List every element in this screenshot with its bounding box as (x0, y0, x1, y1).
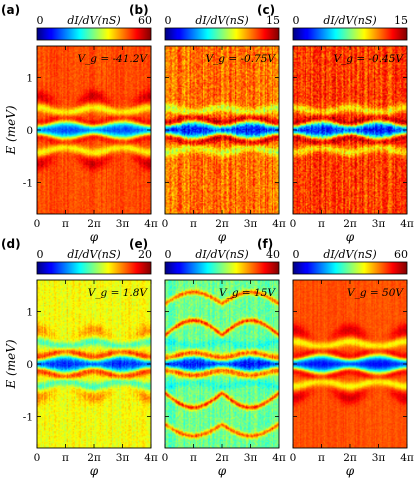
x-tick-label: π (62, 218, 69, 230)
panel-label: (b) (129, 3, 149, 17)
colorbar (164, 261, 280, 275)
heatmap-image (37, 46, 151, 214)
colorbar-label: dI/dV(nS) (67, 248, 120, 261)
panel-label: (d) (1, 237, 21, 251)
y-tick-label: 1 (26, 73, 33, 85)
x-axis-label: φ (90, 230, 99, 244)
y-tick-label: 1 (26, 307, 33, 319)
panel-label: (e) (129, 237, 148, 251)
y-tick-label: -1 (23, 178, 33, 190)
colorbar (36, 27, 152, 41)
x-tick-label: π (190, 218, 197, 230)
x-tick-label: 0 (290, 218, 297, 230)
x-tick-label: 2π (87, 218, 101, 230)
x-tick-label: 2π (343, 218, 357, 230)
colorbar-label: dI/dV(nS) (323, 248, 376, 261)
colorbar-label: dI/dV(nS) (67, 14, 120, 27)
colorbar-max-label: 15 (266, 14, 280, 27)
colorbar-max-label: 60 (138, 14, 152, 27)
x-tick-label: 2π (343, 452, 357, 464)
colorbar-max-label: 15 (394, 14, 408, 27)
x-tick-label: 2π (215, 218, 229, 230)
colorbar (292, 27, 408, 41)
y-axis-label: E (meV) (4, 339, 18, 389)
heatmap-image (293, 46, 407, 214)
x-tick-label: π (62, 452, 69, 464)
y-axis-label: E (meV) (4, 105, 18, 155)
x-tick-label: 0 (290, 452, 297, 464)
y-tick-label: 0 (26, 125, 33, 137)
panel-d: (d) dI/dV(nS) 0 20 V_g = 1.8V 0 π 2π 3π 4π φ -1 0 1 E … (1, 237, 158, 478)
panel-e: (e) dI/dV(nS) 0 40 V_g = 15V 0 π 2π 3π 4π φ (129, 237, 286, 478)
x-tick-label: 0 (162, 452, 169, 464)
x-tick-label: 4π (272, 452, 286, 464)
x-tick-label: 4π (144, 452, 158, 464)
x-tick-label: 3π (116, 452, 130, 464)
colorbar-min-label: 0 (37, 248, 44, 261)
colorbar-label: dI/dV(nS) (195, 14, 248, 27)
x-tick-label: 4π (400, 218, 414, 230)
colorbar-min-label: 0 (37, 14, 44, 27)
gate-voltage-annotation: V_g = -41.2V (77, 53, 148, 65)
panel-c: (c) dI/dV(nS) 0 15 V_g = -0.45V 0 π 2π 3π 4π φ (257, 3, 414, 244)
x-tick-label: 4π (144, 218, 158, 230)
x-axis-label: φ (346, 464, 355, 478)
heatmap-image (293, 280, 407, 448)
heatmap-image (37, 280, 151, 448)
x-tick-label: 2π (87, 452, 101, 464)
colorbar-min-label: 0 (293, 248, 300, 261)
panel-b: (b) dI/dV(nS) 0 15 V_g = -0.75V 0 π 2π 3π 4π φ (129, 3, 286, 244)
colorbar (292, 261, 408, 275)
heatmap-image (165, 46, 279, 214)
x-tick-label: 4π (272, 218, 286, 230)
gate-voltage-annotation: V_g = -0.75V (205, 53, 276, 65)
x-axis-label: φ (346, 230, 355, 244)
x-tick-label: 0 (34, 218, 41, 230)
colorbar-max-label: 60 (394, 248, 408, 261)
x-tick-label: 0 (162, 218, 169, 230)
x-tick-label: 3π (372, 218, 386, 230)
x-axis-label: φ (90, 464, 99, 478)
x-tick-label: 3π (244, 452, 258, 464)
gate-voltage-annotation: V_g = 15V (219, 287, 276, 299)
panel-label: (c) (257, 3, 275, 17)
panel-f: (f) dI/dV(nS) 0 60 V_g = 50V 0 π 2π 3π 4π φ (257, 237, 414, 478)
panel-label: (a) (1, 3, 20, 17)
x-axis-label: φ (218, 464, 227, 478)
x-tick-label: 3π (372, 452, 386, 464)
colorbar (164, 27, 280, 41)
colorbar-min-label: 0 (165, 248, 172, 261)
panel-label: (f) (257, 237, 273, 251)
colorbar-max-label: 40 (266, 248, 280, 261)
gate-voltage-annotation: V_g = 1.8V (88, 287, 149, 299)
x-tick-label: π (318, 452, 325, 464)
x-tick-label: π (190, 452, 197, 464)
y-tick-label: 0 (26, 359, 33, 371)
x-tick-label: 3π (244, 218, 258, 230)
gate-voltage-annotation: V_g = 50V (347, 287, 404, 299)
x-tick-label: 2π (215, 452, 229, 464)
heatmap-image (165, 280, 279, 448)
x-axis-label: φ (218, 230, 227, 244)
y-tick-label: -1 (23, 412, 33, 424)
colorbar-label: dI/dV(nS) (323, 14, 376, 27)
colorbar-min-label: 0 (165, 14, 172, 27)
panel-a: (a) dI/dV(nS) 0 60 V_g = -41.2V 0 π 2π 3π 4π φ -1 0 1… (1, 3, 158, 244)
x-tick-label: 3π (116, 218, 130, 230)
gate-voltage-annotation: V_g = -0.45V (333, 53, 404, 65)
colorbar (36, 261, 152, 275)
x-tick-label: 4π (400, 452, 414, 464)
x-tick-label: 0 (34, 452, 41, 464)
colorbar-max-label: 20 (138, 248, 152, 261)
x-tick-label: π (318, 218, 325, 230)
colorbar-min-label: 0 (293, 14, 300, 27)
colorbar-label: dI/dV(nS) (195, 248, 248, 261)
